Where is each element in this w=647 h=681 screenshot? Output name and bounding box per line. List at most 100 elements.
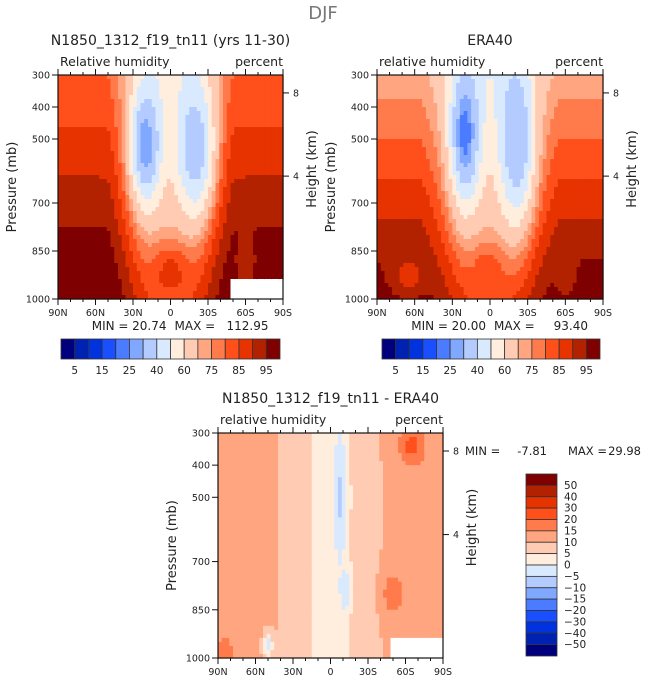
contour-cell (459, 279, 465, 284)
contour-cell (241, 287, 247, 292)
contour-cell (133, 123, 138, 128)
contour-cell (279, 159, 284, 164)
contour-cell (264, 231, 269, 236)
contour-cell (256, 123, 262, 128)
contour-cell (204, 147, 209, 152)
contour-cell (271, 231, 277, 236)
contour-cell (249, 175, 254, 180)
contour-cell (136, 131, 142, 136)
contour-cell (474, 167, 480, 172)
contour-cell (159, 151, 164, 156)
contour-cell (226, 163, 232, 168)
contour-cell (193, 223, 198, 228)
contour-cell (163, 203, 168, 208)
contour-cell (279, 183, 284, 188)
contour-cell (463, 79, 468, 84)
contour-cell (429, 139, 435, 144)
contour-cell (241, 91, 247, 96)
contour-cell (399, 279, 404, 284)
contour-cell (437, 207, 442, 212)
contour-cell (414, 103, 420, 108)
contour-cell (279, 111, 284, 116)
contour-cell (76, 219, 82, 224)
contour-cell (444, 87, 450, 92)
contour-cell (429, 231, 435, 236)
contour-cell (407, 159, 412, 164)
contour-cell (136, 279, 142, 284)
contour-cell (181, 99, 187, 104)
contour-cell (118, 263, 123, 268)
contour-cell (121, 75, 127, 80)
contour-cell (125, 279, 130, 284)
contour-cell (422, 131, 427, 136)
contour-cell (193, 135, 198, 140)
contour-cell (275, 199, 280, 204)
contour-cell (140, 167, 145, 172)
contour-cell (208, 115, 213, 120)
contour-cell (275, 271, 280, 276)
contour-cell (380, 275, 386, 280)
contour-cell (151, 223, 157, 228)
contour-cell (478, 219, 484, 224)
contour-cell (437, 267, 442, 272)
contour-cell (166, 87, 172, 92)
contour-cell (110, 115, 115, 120)
contour-cell (268, 175, 273, 180)
contour-cell (144, 99, 149, 104)
contour-cell (106, 99, 112, 104)
contour-cell (467, 83, 472, 88)
contour-cell (395, 131, 401, 136)
contour-cell (433, 203, 438, 208)
contour-cell (166, 159, 172, 164)
contour-cell (196, 215, 202, 220)
contour-cell (264, 187, 269, 192)
contour-cell (238, 207, 243, 212)
contour-cell (118, 131, 123, 136)
contour-cell (384, 251, 389, 256)
contour-cell (452, 231, 457, 236)
contour-cell (429, 215, 435, 220)
contour-cell (95, 127, 100, 132)
contour-cell (114, 223, 119, 228)
contour-cell (234, 163, 239, 168)
contour-cell (234, 95, 239, 100)
contour-cell (140, 199, 145, 204)
contour-cell (395, 187, 401, 192)
contour-cell (170, 87, 175, 92)
contour-cell (65, 219, 70, 224)
contour-cell (271, 251, 277, 256)
contour-cell (260, 243, 265, 248)
contour-cell (84, 271, 89, 276)
contour-cell (474, 287, 480, 292)
contour-cell (467, 135, 472, 140)
contour-cell (448, 79, 453, 84)
contour-cell (151, 139, 157, 144)
contour-cell (256, 75, 262, 80)
contour-cell (471, 295, 476, 300)
contour-cell (91, 103, 97, 108)
contour-cell (163, 159, 168, 164)
contour-cell (256, 155, 262, 160)
contour-cell (159, 223, 164, 228)
contour-cell (459, 183, 465, 188)
contour-cell (380, 123, 386, 128)
contour-cell (433, 295, 438, 300)
contour-cell (377, 123, 382, 128)
contour-cell (238, 227, 243, 232)
contour-cell (245, 203, 250, 208)
contour-cell (129, 227, 134, 232)
contour-cell (189, 235, 194, 240)
contour-cell (193, 231, 198, 236)
contour-cell (91, 287, 97, 292)
contour-cell (58, 143, 63, 148)
contour-cell (384, 119, 389, 124)
contour-cell (133, 191, 138, 196)
contour-cell (268, 187, 273, 192)
contour-cell (200, 251, 205, 256)
contour-cell (264, 171, 269, 176)
contour-cell (463, 211, 468, 216)
contour-cell (121, 199, 127, 204)
contour-cell (256, 235, 262, 240)
contour-cell (403, 131, 408, 136)
contour-cell (403, 215, 408, 220)
